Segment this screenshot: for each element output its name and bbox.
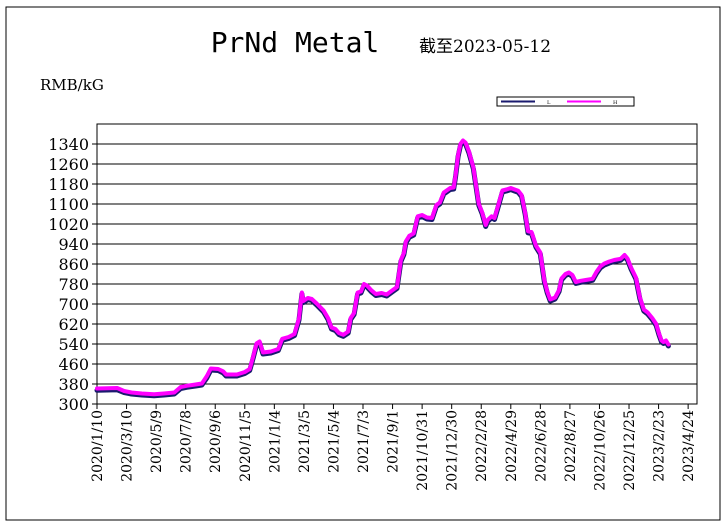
x-tick-label: 2021/10/31 xyxy=(415,410,431,491)
y-tick-label: 700 xyxy=(58,295,89,314)
y-tick-label: 1100 xyxy=(48,195,89,214)
x-tick-label: 2022/12/25 xyxy=(622,410,638,491)
y-tick-label: 860 xyxy=(58,255,89,274)
x-tick-label: 2021/12/30 xyxy=(445,410,461,491)
x-tick-label: 2022/6/28 xyxy=(533,410,549,482)
x-tick-label: 2020/1/10 xyxy=(90,410,106,482)
y-tick-label: 540 xyxy=(58,335,89,354)
chart-subtitle: 截至2023-05-12 xyxy=(419,37,551,57)
legend-box xyxy=(496,96,635,107)
y-tick-label: 620 xyxy=(58,315,89,334)
x-tick-label: 2020/11/5 xyxy=(238,410,254,482)
x-tick-label: 2021/7/3 xyxy=(356,410,372,473)
y-tick-label: 1180 xyxy=(48,175,89,194)
x-tick-label: 2020/5/9 xyxy=(149,410,165,473)
y-tick-label: 460 xyxy=(58,355,89,374)
x-tick-label: 2022/8/27 xyxy=(563,410,579,482)
y-tick-label: 300 xyxy=(58,395,89,414)
x-tick-label: 2023/4/24 xyxy=(681,410,697,482)
y-tick-label: 940 xyxy=(58,235,89,254)
x-tick-label: 2020/7/8 xyxy=(179,410,195,473)
chart-title: PrNd Metal xyxy=(211,26,380,59)
x-tick-label: 2022/2/28 xyxy=(474,410,490,482)
series-line-h xyxy=(95,138,671,397)
y-tick-label: 1340 xyxy=(48,135,89,154)
x-tick-label: 2021/9/1 xyxy=(386,410,402,473)
y-axis-unit-label: RMB/kG xyxy=(40,76,104,94)
x-tick-label: 2023/2/23 xyxy=(652,410,668,482)
x-tick-label: 2020/9/6 xyxy=(208,410,224,473)
x-tick-label: 2021/5/4 xyxy=(326,410,342,473)
x-tick-label: 2021/1/4 xyxy=(267,410,283,473)
y-tick-label: 380 xyxy=(58,375,89,394)
y-tick-label: 1020 xyxy=(48,215,89,234)
x-tick-label: 2022/10/26 xyxy=(592,410,608,491)
legend-label-l: L xyxy=(547,100,551,106)
y-tick-label: 780 xyxy=(58,275,89,294)
x-tick-label: 2020/3/10 xyxy=(120,410,136,482)
x-tick-label: 2021/3/5 xyxy=(297,410,313,473)
y-tick-label: 1260 xyxy=(48,155,89,174)
x-tick-label: 2022/4/29 xyxy=(504,410,520,482)
legend-label-h: H xyxy=(613,100,618,106)
plot-area: 3003804605406207007808609401020110011801… xyxy=(48,123,698,491)
